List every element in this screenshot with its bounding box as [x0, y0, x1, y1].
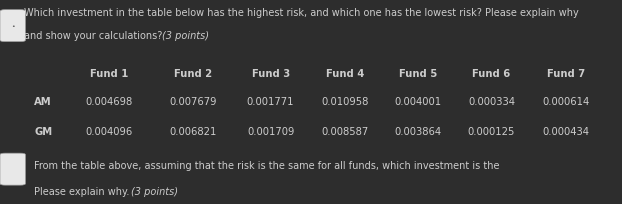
Text: and show your calculations?: and show your calculations? — [24, 31, 162, 41]
Text: Fund 7: Fund 7 — [547, 69, 585, 78]
Text: Fund 6: Fund 6 — [472, 69, 511, 78]
Text: Fund 2: Fund 2 — [174, 69, 212, 78]
FancyBboxPatch shape — [0, 153, 26, 185]
Text: 0.004096: 0.004096 — [85, 127, 132, 136]
Text: (3 points): (3 points) — [131, 186, 178, 196]
Text: 0.010958: 0.010958 — [322, 97, 369, 107]
Text: 0.001709: 0.001709 — [247, 127, 294, 136]
Text: (3 points): (3 points) — [162, 31, 209, 41]
Text: GM: GM — [34, 127, 52, 136]
Text: 0.000334: 0.000334 — [468, 97, 515, 107]
Text: 0.006821: 0.006821 — [169, 127, 216, 136]
Text: 0.000434: 0.000434 — [542, 127, 590, 136]
Text: 0.001771: 0.001771 — [247, 97, 294, 107]
Text: Fund 1: Fund 1 — [90, 69, 128, 78]
Text: AM: AM — [34, 97, 52, 107]
Text: •: • — [11, 24, 15, 29]
Text: 0.004001: 0.004001 — [394, 97, 442, 107]
FancyBboxPatch shape — [0, 11, 26, 42]
Text: Fund 5: Fund 5 — [399, 69, 437, 78]
Text: 0.000614: 0.000614 — [542, 97, 590, 107]
Text: 0.007679: 0.007679 — [169, 97, 216, 107]
Text: 0.004698: 0.004698 — [85, 97, 132, 107]
Text: 0.008587: 0.008587 — [322, 127, 369, 136]
Text: From the table above, assuming that the risk is the same for all funds, which in: From the table above, assuming that the … — [34, 160, 503, 170]
Text: 0.003864: 0.003864 — [394, 127, 442, 136]
Text: Please explain why.: Please explain why. — [34, 186, 129, 196]
Text: Which investment in the table below has the highest risk, and which one has the : Which investment in the table below has … — [24, 8, 578, 18]
Text: 0.000125: 0.000125 — [468, 127, 515, 136]
Text: Fund 3: Fund 3 — [251, 69, 290, 78]
Text: Fund 4: Fund 4 — [326, 69, 364, 78]
